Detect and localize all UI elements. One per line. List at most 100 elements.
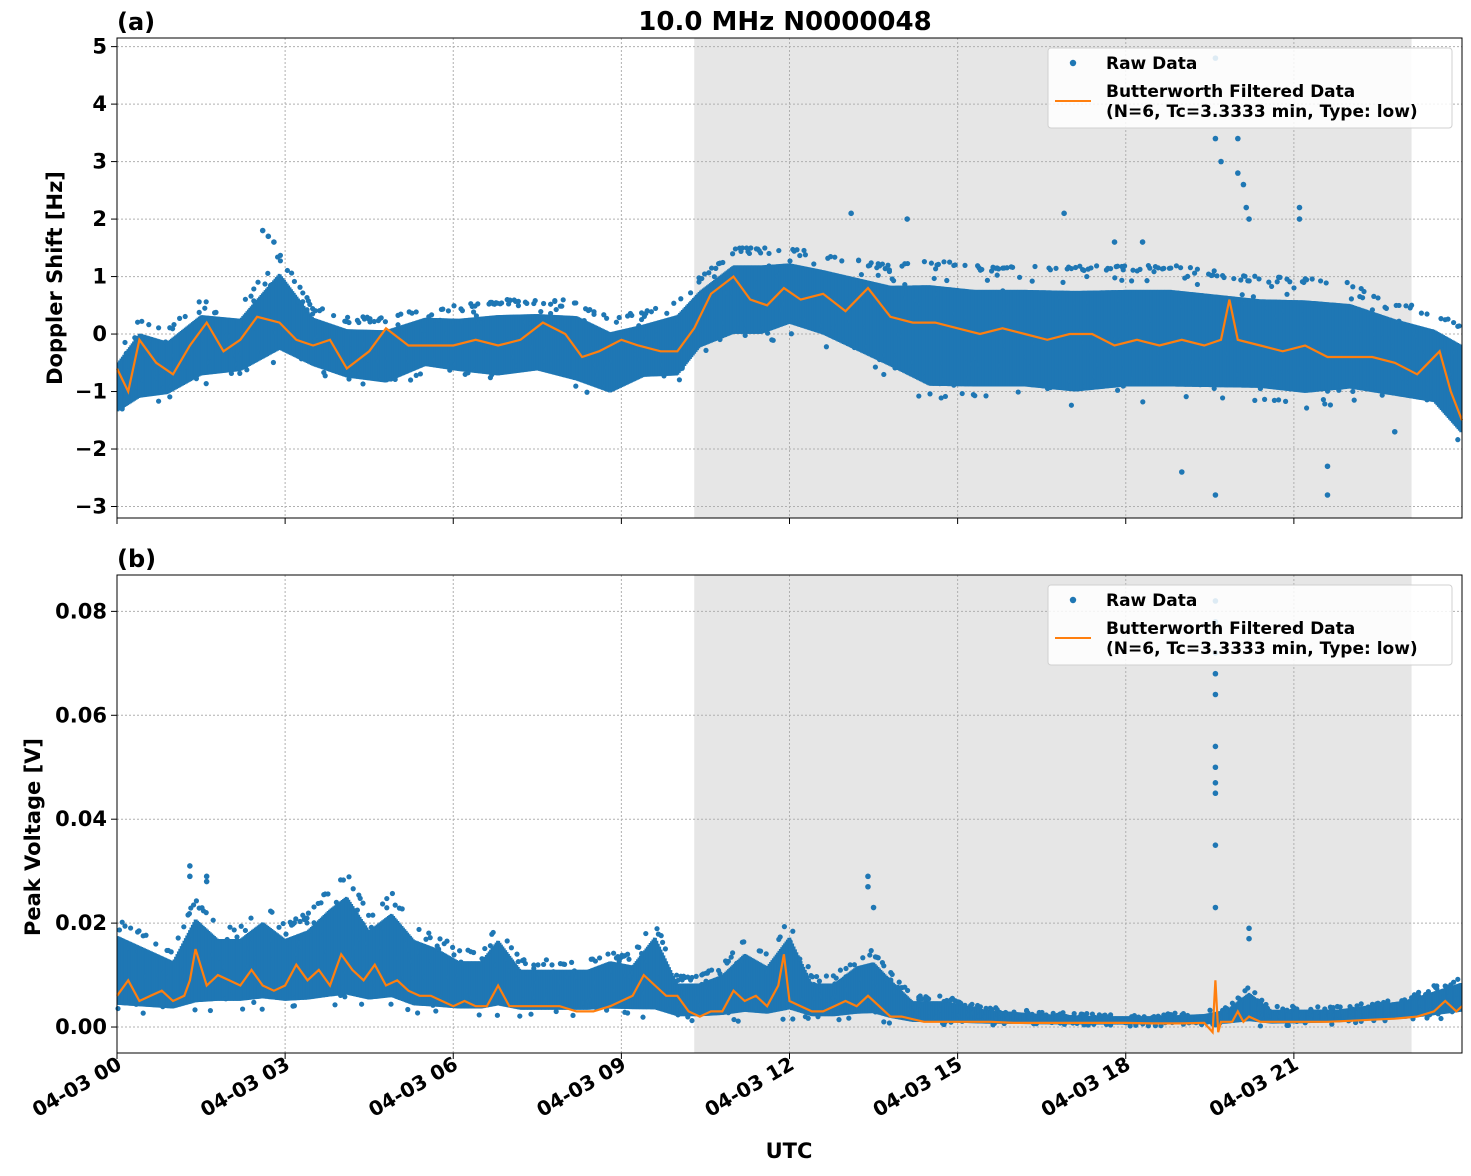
raw-point bbox=[340, 877, 346, 883]
raw-point bbox=[1119, 277, 1125, 283]
raw-point bbox=[1246, 278, 1252, 284]
legend-box bbox=[1047, 584, 1453, 666]
raw-outlier-point bbox=[1212, 670, 1219, 677]
raw-point bbox=[573, 383, 579, 389]
raw-point bbox=[587, 306, 593, 313]
panel-a-ylabel: Doppler Shift [Hz] bbox=[43, 171, 67, 385]
raw-point bbox=[140, 1010, 146, 1016]
raw-point bbox=[1350, 284, 1356, 290]
raw-point bbox=[1256, 276, 1262, 282]
panel-b-peak-voltage: 0.08 0.06 0.04 0.02 0.00 (b) Peak Voltage [V… bbox=[21, 545, 1463, 1059]
raw-point bbox=[248, 915, 254, 921]
raw-point bbox=[388, 1001, 394, 1007]
raw-point bbox=[713, 265, 719, 271]
raw-point bbox=[648, 309, 655, 315]
x-tick-label: 04-03 18 bbox=[1037, 1052, 1135, 1122]
chart-title: 10.0 MHz N0000048 bbox=[638, 7, 931, 37]
raw-point bbox=[116, 927, 122, 933]
legend-box bbox=[1047, 47, 1453, 129]
raw-point bbox=[977, 1004, 984, 1010]
raw-point bbox=[1383, 305, 1389, 311]
raw-point bbox=[787, 258, 793, 264]
raw-outlier-point bbox=[1240, 181, 1247, 188]
raw-point bbox=[1291, 285, 1297, 291]
raw-point bbox=[384, 895, 390, 902]
raw-point bbox=[709, 967, 715, 973]
raw-point bbox=[720, 259, 726, 266]
raw-point bbox=[836, 1017, 842, 1023]
raw-outlier-point bbox=[1212, 764, 1219, 771]
raw-point bbox=[776, 247, 782, 254]
raw-point bbox=[947, 259, 953, 265]
raw-point bbox=[781, 924, 788, 930]
raw-point bbox=[1451, 319, 1457, 326]
raw-point bbox=[459, 308, 465, 314]
raw-point bbox=[780, 1016, 786, 1022]
raw-point bbox=[1385, 998, 1391, 1004]
raw-point bbox=[153, 941, 159, 947]
raw-point bbox=[1361, 288, 1367, 295]
raw-point bbox=[1187, 265, 1193, 271]
raw-point bbox=[508, 945, 514, 951]
raw-point bbox=[1115, 263, 1121, 269]
raw-point bbox=[207, 1007, 213, 1014]
raw-point bbox=[228, 370, 234, 377]
raw-point bbox=[688, 290, 694, 296]
panel-a-label: (a) bbox=[117, 8, 155, 36]
raw-point bbox=[1285, 1022, 1291, 1029]
raw-point bbox=[1322, 401, 1328, 407]
raw-point bbox=[741, 939, 747, 945]
raw-point bbox=[471, 949, 477, 956]
raw-point bbox=[805, 1015, 811, 1021]
panel-a-doppler: 5 4 3 2 1 0 −1 −2 −3 (a) Doppler Shift [Hz] Raw … bbox=[43, 8, 1464, 524]
raw-point bbox=[1073, 264, 1079, 271]
raw-point bbox=[1262, 396, 1268, 402]
raw-point bbox=[662, 946, 669, 952]
raw-point bbox=[1047, 267, 1053, 273]
raw-outlier-point bbox=[1111, 239, 1118, 245]
raw-point bbox=[1348, 296, 1354, 302]
raw-point bbox=[1266, 279, 1272, 285]
raw-point bbox=[405, 1006, 411, 1013]
raw-point bbox=[972, 393, 978, 399]
raw-point bbox=[427, 935, 433, 941]
raw-point bbox=[958, 1000, 964, 1006]
raw-point bbox=[1231, 275, 1237, 282]
raw-point bbox=[888, 977, 894, 983]
raw-point bbox=[604, 315, 610, 321]
raw-point bbox=[426, 930, 432, 936]
raw-point bbox=[846, 1015, 852, 1021]
raw-point bbox=[601, 312, 607, 318]
raw-point bbox=[345, 314, 351, 320]
raw-outlier-point bbox=[865, 883, 871, 890]
x-tick-label: 04-03 15 bbox=[869, 1052, 967, 1122]
raw-point bbox=[528, 1011, 534, 1017]
raw-point bbox=[758, 948, 764, 954]
raw-point bbox=[389, 890, 395, 897]
raw-point bbox=[868, 260, 874, 266]
raw-point bbox=[591, 311, 597, 317]
raw-outlier-point bbox=[1296, 216, 1303, 222]
raw-point bbox=[293, 916, 299, 922]
raw-point bbox=[359, 1001, 365, 1007]
raw-point bbox=[370, 912, 376, 918]
raw-point bbox=[182, 313, 188, 320]
raw-point bbox=[1155, 265, 1161, 271]
raw-point bbox=[886, 267, 893, 273]
raw-outlier-point bbox=[848, 210, 854, 217]
raw-point bbox=[597, 955, 603, 961]
raw-point bbox=[675, 977, 681, 983]
raw-outlier-point bbox=[1296, 204, 1303, 211]
raw-point bbox=[128, 925, 134, 931]
raw-outlier-point bbox=[865, 873, 871, 880]
raw-point bbox=[1242, 273, 1248, 279]
raw-point bbox=[1140, 399, 1146, 405]
raw-point bbox=[1077, 263, 1083, 269]
raw-point bbox=[1455, 976, 1461, 982]
raw-point bbox=[346, 319, 352, 326]
raw-point bbox=[1178, 265, 1184, 271]
y-tick-label: 0 bbox=[92, 322, 107, 346]
raw-point bbox=[674, 972, 680, 978]
raw-point bbox=[177, 315, 183, 321]
raw-point bbox=[262, 281, 268, 287]
